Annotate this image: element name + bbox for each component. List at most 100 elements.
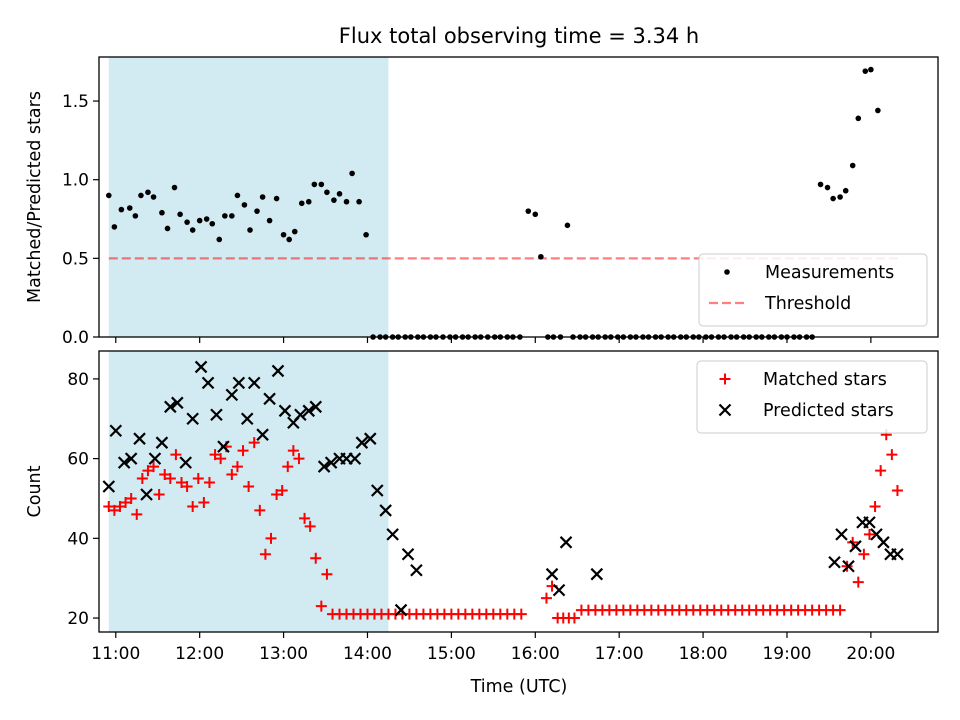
measurement-point bbox=[311, 181, 318, 188]
matched-star-point bbox=[181, 481, 193, 493]
measurement-point bbox=[126, 205, 133, 211]
measurement-point bbox=[343, 198, 350, 205]
predicted-star-point bbox=[590, 567, 604, 581]
legend-predicted-marker bbox=[718, 403, 732, 417]
y-tick-label: 1.5 bbox=[62, 92, 89, 112]
measurement-point bbox=[336, 191, 343, 197]
legend-label: Predicted stars bbox=[763, 401, 894, 421]
matched-star-point bbox=[304, 520, 316, 532]
matched-star-point bbox=[863, 528, 875, 540]
matched-star-point bbox=[153, 488, 165, 500]
y-tick-label: 1.0 bbox=[62, 171, 89, 191]
predicted-star-point bbox=[386, 528, 399, 541]
measurement-point bbox=[234, 192, 241, 199]
predicted-star-point bbox=[348, 452, 362, 465]
predicted-star-point bbox=[271, 364, 285, 378]
measurement-point bbox=[868, 66, 874, 73]
predicted-star-point bbox=[102, 480, 116, 493]
predicted-star-point bbox=[545, 567, 559, 581]
measurement-point bbox=[356, 198, 362, 205]
measurement-point bbox=[118, 206, 125, 213]
x-tick-label: 18:00 bbox=[679, 644, 728, 664]
measurement-point bbox=[203, 216, 210, 222]
matched-star-point bbox=[869, 500, 881, 512]
measurement-point bbox=[849, 162, 856, 169]
y-tick-label: 60 bbox=[67, 450, 89, 470]
y-tick-label: 0.5 bbox=[62, 249, 89, 269]
predicted-star-point bbox=[171, 396, 184, 410]
measurement-point bbox=[145, 189, 151, 196]
measurement-point bbox=[266, 217, 273, 224]
predicted-star-point bbox=[194, 360, 208, 374]
x-tick-label: 19:00 bbox=[762, 644, 811, 664]
matched-star-point bbox=[203, 477, 215, 489]
matched-star-point bbox=[103, 500, 115, 512]
x-tick-label: 15:00 bbox=[427, 644, 476, 664]
legend: Measurements Threshold bbox=[698, 253, 928, 327]
measurement-point bbox=[817, 181, 824, 188]
predicted-star-point bbox=[394, 603, 408, 617]
y-tick-label: 0.0 bbox=[62, 328, 89, 348]
matched-star-point bbox=[243, 481, 255, 493]
predicted-star-point bbox=[133, 432, 146, 445]
y-axis-label: Count bbox=[25, 465, 45, 517]
predicted-star-point bbox=[552, 583, 566, 597]
measurement-point bbox=[830, 195, 836, 202]
measurement-point bbox=[286, 236, 292, 243]
measurement-point bbox=[532, 211, 539, 218]
predicted-star-point bbox=[109, 424, 123, 437]
predicted-star-point bbox=[379, 504, 392, 517]
x-axis-label: Time (UTC) bbox=[470, 677, 568, 697]
measurement-point bbox=[241, 202, 248, 208]
predicted-star-point bbox=[263, 392, 276, 406]
predicted-star-point bbox=[842, 559, 855, 573]
series-matched-stars bbox=[103, 429, 903, 624]
predicted-star-point bbox=[210, 408, 223, 422]
matched-star-point bbox=[108, 504, 120, 516]
legend-label: Measurements bbox=[765, 263, 894, 283]
predicted-star-point bbox=[410, 563, 423, 577]
measurement-point bbox=[538, 253, 544, 260]
matched-star-point bbox=[321, 568, 333, 580]
x-tick-label: 12:00 bbox=[175, 644, 224, 664]
predicted-star-point bbox=[355, 436, 369, 449]
matched-star-point bbox=[271, 488, 283, 500]
matched-star-point bbox=[259, 548, 271, 560]
predicted-star-point bbox=[835, 528, 848, 541]
measurement-point bbox=[842, 187, 849, 194]
predicted-star-point bbox=[294, 408, 307, 422]
top-panel: 0.0 0.5 1.0 1.5 Matched/Predicted stars Measu… bbox=[25, 56, 939, 348]
axes-frame bbox=[98, 350, 939, 633]
measurement-point bbox=[331, 197, 337, 203]
matched-star-point bbox=[187, 500, 199, 512]
predicted-star-point bbox=[117, 456, 131, 469]
predicted-star-point bbox=[148, 452, 162, 465]
measurement-point bbox=[349, 170, 355, 177]
matched-star-point bbox=[136, 473, 148, 485]
predicted-star-point bbox=[124, 452, 138, 465]
matched-star-point bbox=[891, 485, 903, 497]
measurement-point bbox=[111, 224, 118, 230]
legend-box bbox=[698, 253, 928, 327]
legend: Matched stars Predicted stars bbox=[696, 360, 928, 434]
measurement-point bbox=[824, 184, 831, 191]
predicted-star-point bbox=[155, 436, 169, 449]
matched-star-point bbox=[293, 453, 305, 465]
measurement-point bbox=[525, 208, 532, 214]
measurement-point bbox=[259, 194, 266, 200]
measurement-point bbox=[105, 192, 112, 199]
measurement-point bbox=[159, 209, 165, 216]
measurement-point bbox=[189, 227, 196, 233]
matched-star-point bbox=[192, 473, 204, 485]
matched-star-point bbox=[142, 465, 154, 477]
predicted-star-point bbox=[302, 404, 316, 418]
matched-star-point bbox=[237, 445, 249, 457]
predicted-star-point bbox=[217, 440, 230, 453]
measurement-point bbox=[164, 225, 171, 232]
measurement-point bbox=[177, 211, 183, 218]
x-tick-label: 14:00 bbox=[343, 644, 392, 664]
matched-star-point bbox=[540, 592, 552, 604]
y-tick-label: 20 bbox=[67, 609, 89, 629]
measurement-point bbox=[298, 200, 305, 207]
